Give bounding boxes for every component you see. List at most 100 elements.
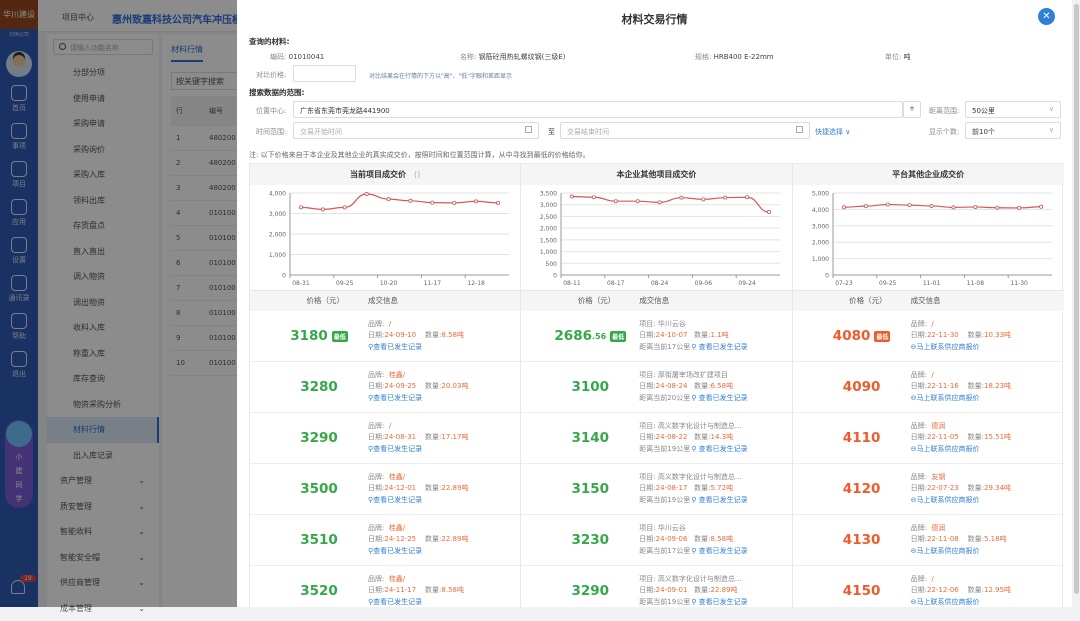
- data-point[interactable]: [431, 201, 434, 204]
- history-link[interactable]: ⚲ 查看已发生记录: [691, 546, 753, 558]
- data-point[interactable]: [886, 203, 889, 206]
- history-link[interactable]: ⚲ 查看已发生记录: [691, 444, 753, 456]
- contact-supplier-link[interactable]: ⊖马上联系供应商报价: [911, 393, 1064, 405]
- data-point[interactable]: [453, 201, 456, 204]
- brand-value: /: [389, 422, 391, 430]
- history-link[interactable]: ⚲查看已发生记录: [368, 495, 520, 507]
- data-point[interactable]: [1017, 206, 1020, 209]
- history-link[interactable]: ⚲查看已发生记录: [368, 597, 520, 607]
- brand-value: /: [931, 320, 933, 328]
- price-header: 价格（元）: [793, 291, 911, 311]
- data-point[interactable]: [864, 205, 867, 208]
- price-value: 3180: [290, 328, 328, 344]
- compare-price-input[interactable]: [293, 65, 356, 82]
- data-point[interactable]: [387, 198, 390, 201]
- price-value: 4120: [843, 481, 881, 497]
- history-link[interactable]: ⚲ 查看已发生记录: [691, 597, 753, 607]
- history-link[interactable]: ⚲查看已发生记录: [368, 546, 520, 558]
- project-label: 项目:: [639, 371, 655, 379]
- count-label: 显示个数:: [929, 127, 959, 137]
- history-link[interactable]: ⚲查看已发生记录: [368, 342, 520, 354]
- history-link[interactable]: ⚲ 查看已发生记录: [691, 393, 753, 405]
- data-point[interactable]: [343, 206, 346, 209]
- data-point[interactable]: [930, 204, 933, 207]
- brand-label: 品牌:: [911, 524, 927, 532]
- contact-supplier-link[interactable]: ⊖马上联系供应商报价: [911, 342, 1064, 354]
- history-link[interactable]: ⚲查看已发生记录: [368, 393, 520, 405]
- data-point[interactable]: [1039, 205, 1042, 208]
- date-label: 日期:: [911, 331, 927, 339]
- data-point[interactable]: [842, 206, 845, 209]
- data-point[interactable]: [321, 208, 324, 211]
- deal-info: 项目: 厚街屠宰场改扩建项目 日期:24-08-24 数量:6.58吨 距离当前…: [639, 370, 791, 405]
- history-link[interactable]: ⚲查看已发生记录: [368, 444, 520, 456]
- drawer-scrollbar[interactable]: [1072, 0, 1080, 607]
- qty-value: 8.58吨: [441, 331, 464, 339]
- price-value: 3140: [572, 430, 610, 446]
- data-point[interactable]: [299, 206, 302, 209]
- contact-supplier-link[interactable]: ⊖马上联系供应商报价: [911, 444, 1064, 456]
- price-cell: 4120: [793, 481, 911, 497]
- data-point[interactable]: [475, 200, 478, 203]
- date-value: 22-11-08: [927, 535, 959, 543]
- x-tick-label: 09-25: [879, 280, 897, 287]
- contact-supplier-link[interactable]: ⊖马上联系供应商报价: [911, 546, 1064, 558]
- data-point[interactable]: [571, 195, 574, 198]
- data-point[interactable]: [746, 196, 749, 199]
- contact-supplier-link[interactable]: ⊖马上联系供应商报价: [911, 597, 1064, 607]
- x-tick-label: 11-01: [922, 280, 940, 287]
- price-header: 价格（元）: [521, 291, 639, 311]
- end-date-input[interactable]: 交易结束时间: [560, 122, 810, 139]
- link-label: 马上联系供应商报价: [916, 598, 979, 606]
- data-point[interactable]: [365, 192, 368, 195]
- drawer-title: 材料交易行情: [237, 11, 1072, 27]
- date-label: 日期:: [911, 484, 927, 492]
- data-point[interactable]: [658, 201, 661, 204]
- data-point[interactable]: [496, 201, 499, 204]
- data-point[interactable]: [768, 210, 771, 213]
- data-point[interactable]: [614, 200, 617, 203]
- start-date-input[interactable]: 交易开始时间: [293, 122, 539, 139]
- link-label: 马上联系供应商报价: [916, 547, 979, 555]
- brand-line: 品牌: /: [911, 370, 1064, 382]
- quick-select-button[interactable]: 快捷选择 ∨: [815, 127, 850, 137]
- data-point[interactable]: [409, 199, 412, 202]
- data-point[interactable]: [973, 205, 976, 208]
- date-value: 24-12-25: [384, 535, 416, 543]
- close-icon[interactable]: ✕: [1038, 8, 1055, 25]
- brand-label: 品牌:: [911, 371, 927, 379]
- history-link[interactable]: ⚲ 查看已发生记录: [691, 495, 753, 507]
- brand-label: 品牌:: [911, 473, 927, 481]
- distance-value: 距离当前17公里: [639, 546, 691, 558]
- distance-select[interactable]: 50公里∨: [965, 101, 1061, 118]
- qty-value: 22.89吨: [441, 535, 468, 543]
- data-point[interactable]: [702, 198, 705, 201]
- data-point[interactable]: [680, 196, 683, 199]
- project-value: 厚街屠宰场改扩建项目: [658, 371, 728, 379]
- history-link[interactable]: ⚲ 查看已发生记录: [691, 342, 753, 354]
- data-point[interactable]: [636, 200, 639, 203]
- data-point[interactable]: [908, 204, 911, 207]
- count-select[interactable]: 前10个∨: [965, 122, 1061, 139]
- brand-line: 品牌: 友钢: [911, 472, 1064, 484]
- scrollbar-thumb[interactable]: [1074, 4, 1079, 594]
- series-line: [844, 204, 1041, 207]
- location-pin-icon[interactable]: ⌾: [903, 101, 921, 118]
- link-label: 查看已发生记录: [373, 547, 422, 555]
- price-value: 3520: [300, 583, 338, 599]
- date-label: 日期:: [368, 535, 384, 543]
- price-cell: 3140: [521, 430, 639, 446]
- data-point[interactable]: [724, 196, 727, 199]
- data-point[interactable]: [995, 206, 998, 209]
- contact-supplier-link[interactable]: ⊖马上联系供应商报价: [911, 495, 1064, 507]
- data-point[interactable]: [593, 196, 596, 199]
- data-point[interactable]: [951, 206, 954, 209]
- price-cell: 3520: [250, 583, 368, 599]
- material-section-title: 查询的材料:: [249, 36, 290, 47]
- qty-label: 数量:: [425, 331, 441, 339]
- qty-value: 10.33吨: [984, 331, 1011, 339]
- location-input[interactable]: 广东省东莞市莞龙路441900: [293, 101, 903, 118]
